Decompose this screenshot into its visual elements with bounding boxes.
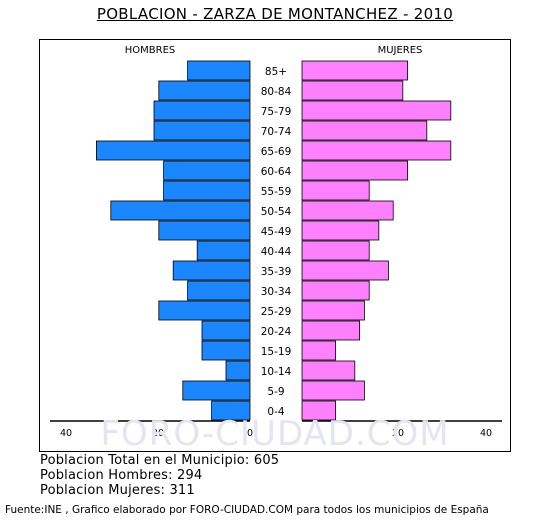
bar-mujeres-10-14 [301, 360, 356, 381]
age-label-45-49: 45-49 [261, 226, 292, 238]
age-label-15-19: 15-19 [261, 346, 292, 358]
bar-mujeres-55-59 [301, 180, 370, 201]
bar-hombres-15-19 [201, 340, 251, 361]
age-label-20-24: 20-24 [261, 326, 292, 338]
chart-title: POBLACION - ZARZA DE MONTANCHEZ - 2010 [96, 5, 454, 23]
bar-mujeres-50-54 [301, 200, 394, 221]
age-label-10-14: 10-14 [261, 366, 292, 378]
age-label-50-54: 50-54 [261, 206, 292, 218]
x-tick-label: 0 [247, 428, 253, 439]
age-label-65-69: 65-69 [261, 146, 292, 158]
age-label-75-79: 75-79 [261, 106, 292, 118]
age-label-0-4: 0-4 [267, 406, 284, 418]
bar-mujeres-75-79 [301, 100, 452, 121]
bar-hombres-10-14 [225, 360, 251, 381]
bar-hombres-55-59 [163, 180, 251, 201]
bar-mujeres-60-64 [301, 160, 408, 181]
age-label-70-74: 70-74 [261, 126, 292, 138]
bar-hombres-45-49 [158, 220, 251, 241]
bar-mujeres-85+ [301, 60, 408, 81]
bar-hombres-65-69 [96, 140, 251, 161]
age-label-85+: 85+ [265, 66, 287, 78]
x-tick-label: 40 [480, 428, 492, 439]
legend-hombres: HOMBRES [125, 45, 176, 56]
bar-mujeres-30-34 [301, 280, 370, 301]
x-tick-label: 20 [152, 428, 164, 439]
bar-hombres-70-74 [153, 120, 251, 141]
chart-frame: HOMBRES MUJERES 85+ 80-84 75-79 70-74 65-69 6… [39, 39, 511, 452]
bar-hombres-60-64 [163, 160, 251, 181]
x-tick-label: 20 [392, 428, 404, 439]
stat-total: Poblacion Total en el Municipio: 605 [40, 453, 280, 468]
x-tick-label: 40 [60, 428, 72, 439]
age-label-40-44: 40-44 [261, 246, 292, 258]
bar-mujeres-0-4 [301, 400, 336, 421]
bar-hombres-75-79 [153, 100, 251, 121]
age-label-5-9: 5-9 [267, 386, 284, 398]
bar-mujeres-65-69 [301, 140, 452, 161]
bar-mujeres-80-84 [301, 80, 404, 101]
bar-mujeres-45-49 [301, 220, 380, 241]
bar-hombres-0-4 [211, 400, 251, 421]
stat-mujeres: Poblacion Mujeres: 311 [40, 483, 195, 498]
bar-hombres-85+ [187, 60, 251, 81]
bar-mujeres-70-74 [301, 120, 428, 141]
age-label-80-84: 80-84 [261, 86, 292, 98]
age-label-60-64: 60-64 [261, 166, 292, 178]
population-pyramid: HOMBRES MUJERES 85+ 80-84 75-79 70-74 65-69 6… [50, 45, 502, 439]
stat-hombres: Poblacion Hombres: 294 [40, 468, 203, 483]
age-label-35-39: 35-39 [261, 266, 292, 278]
bar-mujeres-35-39 [301, 260, 389, 281]
bar-hombres-40-44 [196, 240, 251, 261]
bar-hombres-25-29 [158, 300, 251, 321]
bar-hombres-20-24 [201, 320, 251, 341]
bar-mujeres-5-9 [301, 380, 365, 401]
bar-hombres-50-54 [110, 200, 251, 221]
legend-mujeres: MUJERES [378, 45, 423, 56]
bar-mujeres-40-44 [301, 240, 370, 261]
bar-mujeres-25-29 [301, 300, 365, 321]
bar-hombres-80-84 [158, 80, 251, 101]
bar-mujeres-15-19 [301, 340, 336, 361]
bar-mujeres-20-24 [301, 320, 360, 341]
age-label-25-29: 25-29 [261, 306, 292, 318]
age-label-30-34: 30-34 [261, 286, 292, 298]
age-label-55-59: 55-59 [261, 186, 292, 198]
bar-hombres-5-9 [182, 380, 251, 401]
bar-hombres-30-34 [187, 280, 251, 301]
bar-hombres-35-39 [172, 260, 251, 281]
footer-source: Fuente:INE , Grafico elaborado por FORO-… [5, 504, 489, 516]
